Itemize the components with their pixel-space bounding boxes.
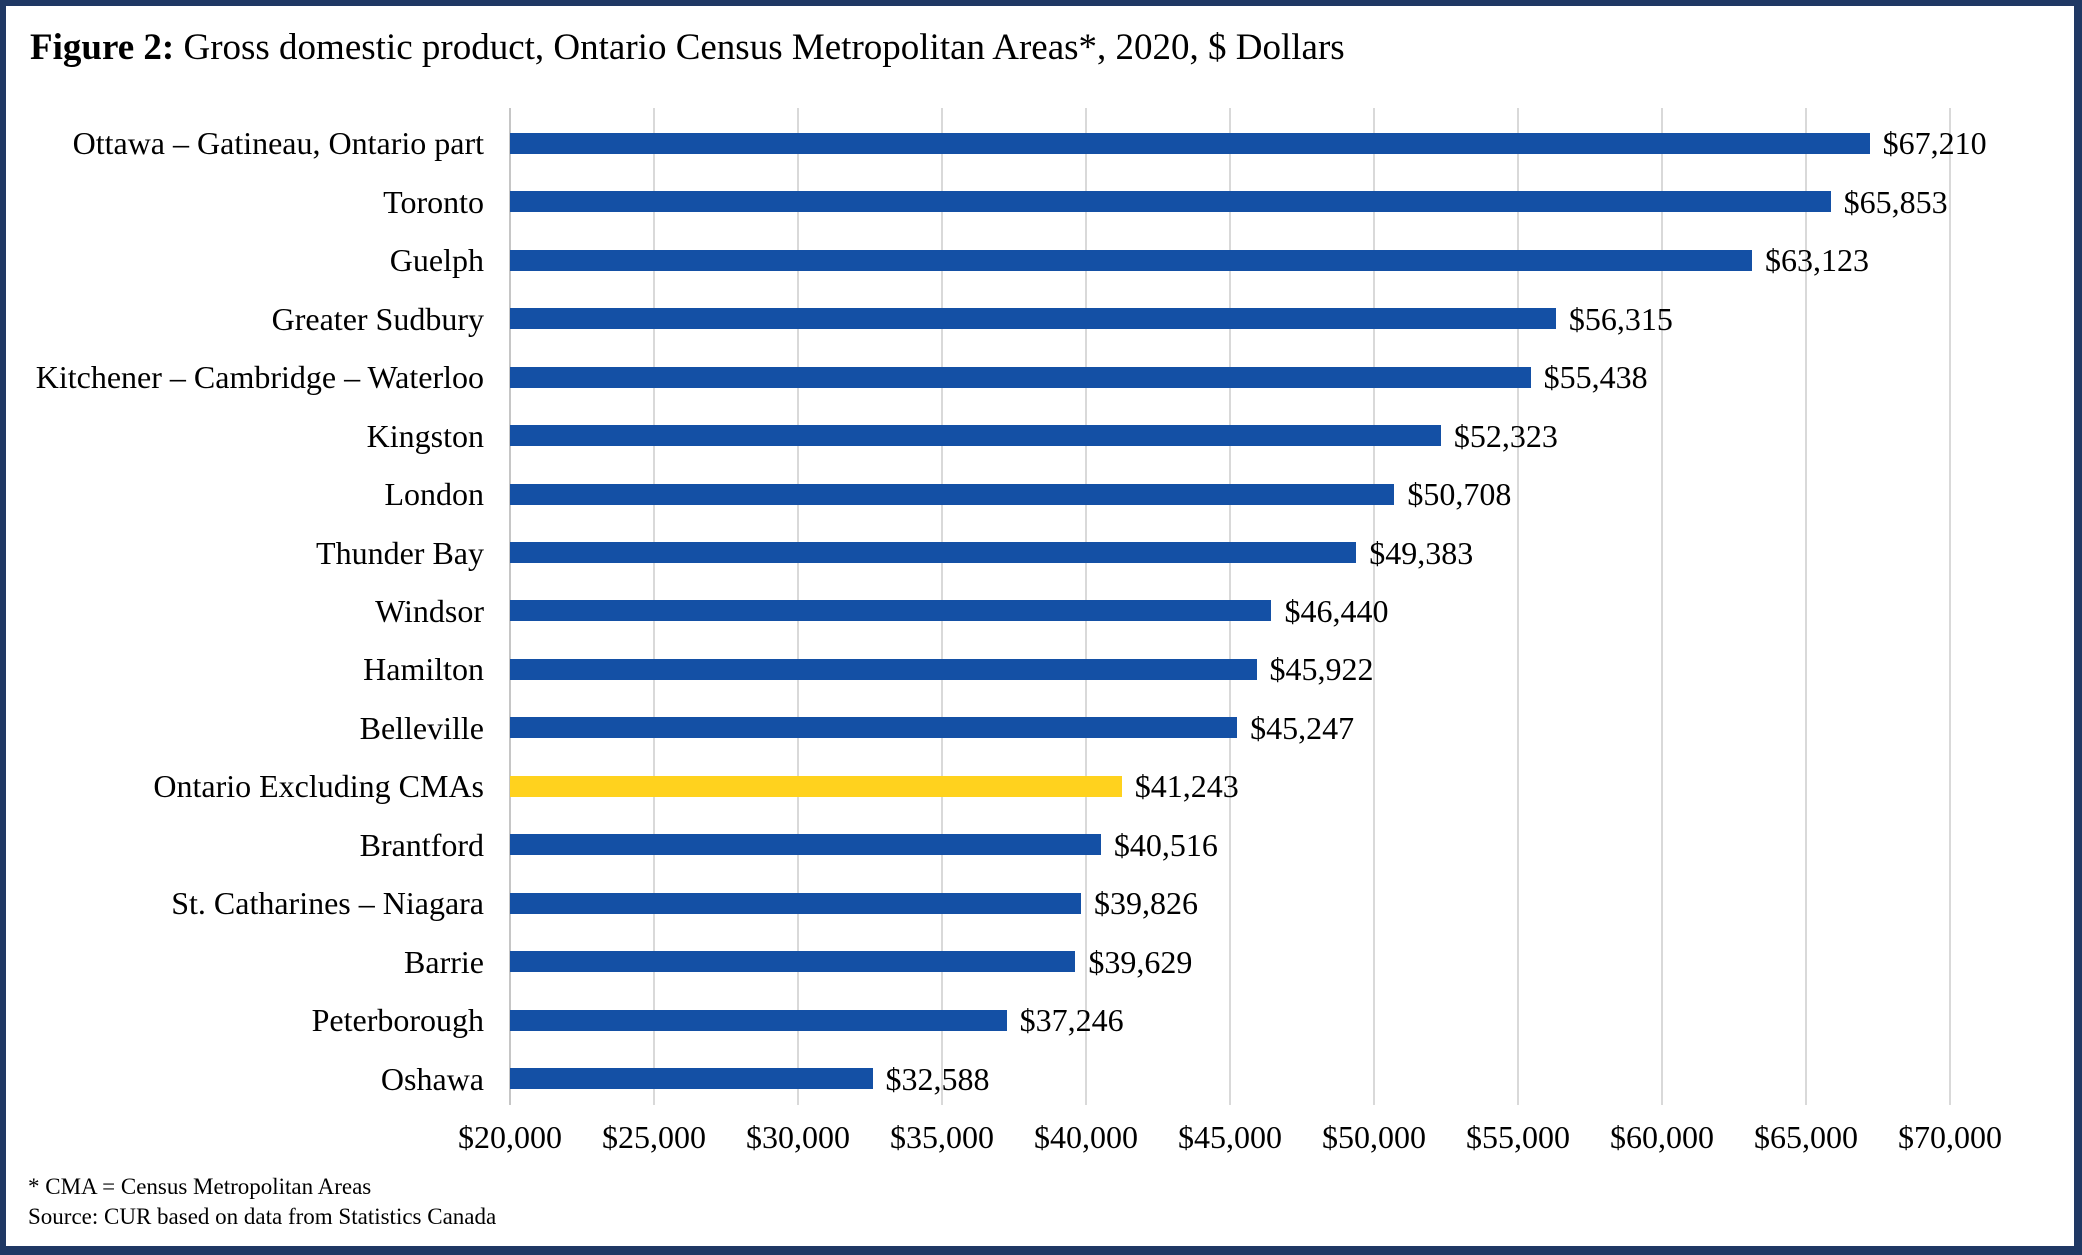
value-label: $46,440 bbox=[1284, 592, 1389, 629]
bar bbox=[510, 892, 1081, 914]
value-label: $56,315 bbox=[1568, 300, 1673, 337]
value-label: $67,210 bbox=[1882, 125, 1987, 162]
bar bbox=[510, 717, 1238, 739]
bar bbox=[510, 132, 1870, 154]
x-axis-tick-label: $45,000 bbox=[1178, 1119, 1282, 1155]
value-label: $37,246 bbox=[1019, 1002, 1124, 1039]
category-label: Kitchener – Cambridge – Waterloo bbox=[35, 359, 484, 396]
category-label: Toronto bbox=[383, 183, 484, 220]
gridline bbox=[1949, 108, 1951, 1105]
category-label: Belleville bbox=[359, 709, 484, 746]
bar bbox=[510, 249, 1752, 271]
category-label: Ottawa – Gatineau, Ontario part bbox=[72, 125, 484, 162]
footnote-source: Source: CUR based on data from Statistic… bbox=[28, 1204, 497, 1229]
x-axis-tick-label: $25,000 bbox=[602, 1119, 706, 1155]
value-label: $32,588 bbox=[885, 1060, 990, 1097]
bar-highlighted bbox=[510, 775, 1122, 797]
x-axis-tick-label: $70,000 bbox=[1898, 1119, 2002, 1155]
value-label: $41,243 bbox=[1134, 768, 1239, 805]
category-label: Hamilton bbox=[363, 651, 484, 688]
bar bbox=[510, 600, 1272, 622]
category-label: Peterborough bbox=[311, 1002, 484, 1039]
bar bbox=[510, 483, 1395, 505]
value-label: $45,247 bbox=[1250, 709, 1355, 746]
x-axis-tick-label: $60,000 bbox=[1610, 1119, 1714, 1155]
category-label: St. Catharines – Niagara bbox=[171, 885, 484, 922]
gridline bbox=[1661, 108, 1663, 1105]
category-label: Ontario Excluding CMAs bbox=[153, 768, 484, 805]
chart-title: Figure 2: Gross domestic product, Ontari… bbox=[30, 26, 1345, 69]
value-label: $63,123 bbox=[1764, 242, 1869, 279]
bar bbox=[510, 834, 1101, 856]
gridline bbox=[1517, 108, 1519, 1105]
x-axis-tick-label: $65,000 bbox=[1754, 1119, 1858, 1155]
bar bbox=[510, 1068, 873, 1090]
category-label: Barrie bbox=[404, 943, 484, 980]
bar bbox=[510, 191, 1831, 213]
value-label: $65,853 bbox=[1843, 183, 1948, 220]
chart-title-text: Gross domestic product, Ontario Census M… bbox=[174, 27, 1345, 68]
gridline bbox=[1373, 108, 1375, 1105]
x-axis-tick-label: $20,000 bbox=[458, 1119, 562, 1155]
bar bbox=[510, 658, 1257, 680]
x-axis-tick-label: $30,000 bbox=[746, 1119, 850, 1155]
category-label: Windsor bbox=[375, 592, 484, 629]
category-label: Oshawa bbox=[380, 1060, 484, 1097]
gridline bbox=[1805, 108, 1807, 1105]
x-axis-tick-label: $40,000 bbox=[1034, 1119, 1138, 1155]
footnote-cma-definition: * CMA = Census Metropolitan Areas bbox=[28, 1174, 372, 1199]
x-axis-tick-label: $55,000 bbox=[1466, 1119, 1570, 1155]
value-label: $50,708 bbox=[1407, 476, 1512, 513]
value-label: $39,826 bbox=[1093, 885, 1198, 922]
bar bbox=[510, 366, 1531, 388]
value-label: $49,383 bbox=[1369, 534, 1474, 571]
value-label: $52,323 bbox=[1453, 417, 1558, 454]
category-label: Thunder Bay bbox=[316, 534, 484, 571]
bar bbox=[510, 308, 1556, 330]
category-label: Kingston bbox=[366, 417, 484, 454]
value-label: $45,922 bbox=[1269, 651, 1374, 688]
category-label: London bbox=[384, 476, 484, 513]
bar bbox=[510, 425, 1441, 447]
value-label: $55,438 bbox=[1543, 359, 1648, 396]
category-label: Greater Sudbury bbox=[271, 300, 484, 337]
x-axis-tick-label: $50,000 bbox=[1322, 1119, 1426, 1155]
value-label: $39,629 bbox=[1088, 943, 1193, 980]
x-axis-tick-label: $35,000 bbox=[890, 1119, 994, 1155]
bar bbox=[510, 542, 1357, 564]
bar bbox=[510, 1009, 1007, 1031]
category-label: Brantford bbox=[359, 826, 484, 863]
value-label: $40,516 bbox=[1113, 826, 1218, 863]
chart-title-prefix: Figure 2: bbox=[30, 27, 175, 68]
bar bbox=[510, 951, 1076, 973]
category-label: Guelph bbox=[389, 242, 484, 279]
